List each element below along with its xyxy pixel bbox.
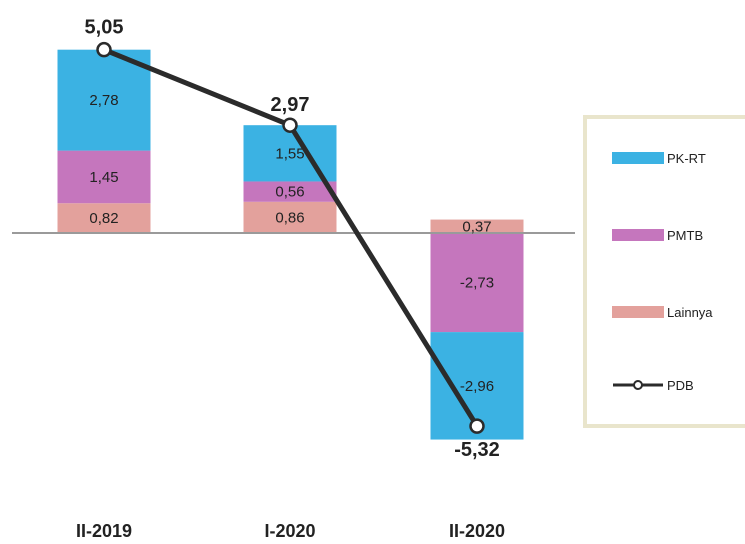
bar-lainnya-i-2020 (243, 201, 337, 233)
pdb-value-label: 5,05 (85, 17, 124, 39)
pdb-point-i-2020 (282, 117, 298, 133)
segment-label: 1,45 (89, 169, 118, 186)
legend-frame (583, 115, 745, 428)
pdb-line-layer: 5,05 2,97 -5,32 (85, 17, 500, 461)
bar-lainnya-ii-2019 (57, 203, 151, 233)
bar-pmtb-i-2020 (243, 181, 337, 202)
legend-swatch-lainnya (612, 306, 664, 318)
segment-label: 0,37 (462, 218, 491, 235)
legend-label-lainnya: Lainnya (667, 305, 713, 320)
legend: PK-RT PMTB Lainnya PDB (583, 115, 745, 428)
segment-label: 0,82 (89, 210, 118, 227)
legend-marker-pdb (633, 380, 643, 390)
pdb-point-ii-2019 (96, 41, 112, 58)
legend-swatch-pmtb (612, 229, 664, 241)
bar-pmtb-ii-2020 (430, 233, 524, 333)
segment-label: 0,56 (275, 184, 304, 201)
segment-label: 1,55 (275, 145, 304, 162)
pdb-value-label: -5,32 (454, 439, 500, 461)
legend-swatch-pk-rt (612, 152, 664, 164)
bar-pmtb-ii-2019 (57, 150, 151, 204)
segment-label: -2,96 (460, 378, 494, 395)
segment-label: -2,73 (460, 275, 494, 292)
category-label-ii-2019: II-2019 (76, 521, 132, 541)
pdb-value-label: 2,97 (271, 94, 310, 116)
legend-label-pk-rt: PK-RT (667, 151, 706, 166)
bar-lainnya-ii-2020 (430, 219, 524, 233)
segment-label: 2,78 (89, 92, 118, 109)
bar-pk-rt-ii-2019 (57, 49, 151, 151)
segment-label: 0,86 (275, 209, 304, 226)
legend-label-pdb: PDB (667, 378, 694, 393)
segment-labels-layer: 0,82 1,45 2,78 0,86 0,56 1,55 0,37 -2,73 -2,96 (89, 92, 494, 395)
category-label-i-2020: I-2020 (264, 521, 315, 541)
category-labels-layer: II-2019 I-2020 II-2020 (76, 521, 505, 541)
category-label-ii-2020: II-2020 (449, 521, 505, 541)
pdb-point-ii-2020 (469, 418, 485, 434)
legend-label-pmtb: PMTB (667, 228, 703, 243)
